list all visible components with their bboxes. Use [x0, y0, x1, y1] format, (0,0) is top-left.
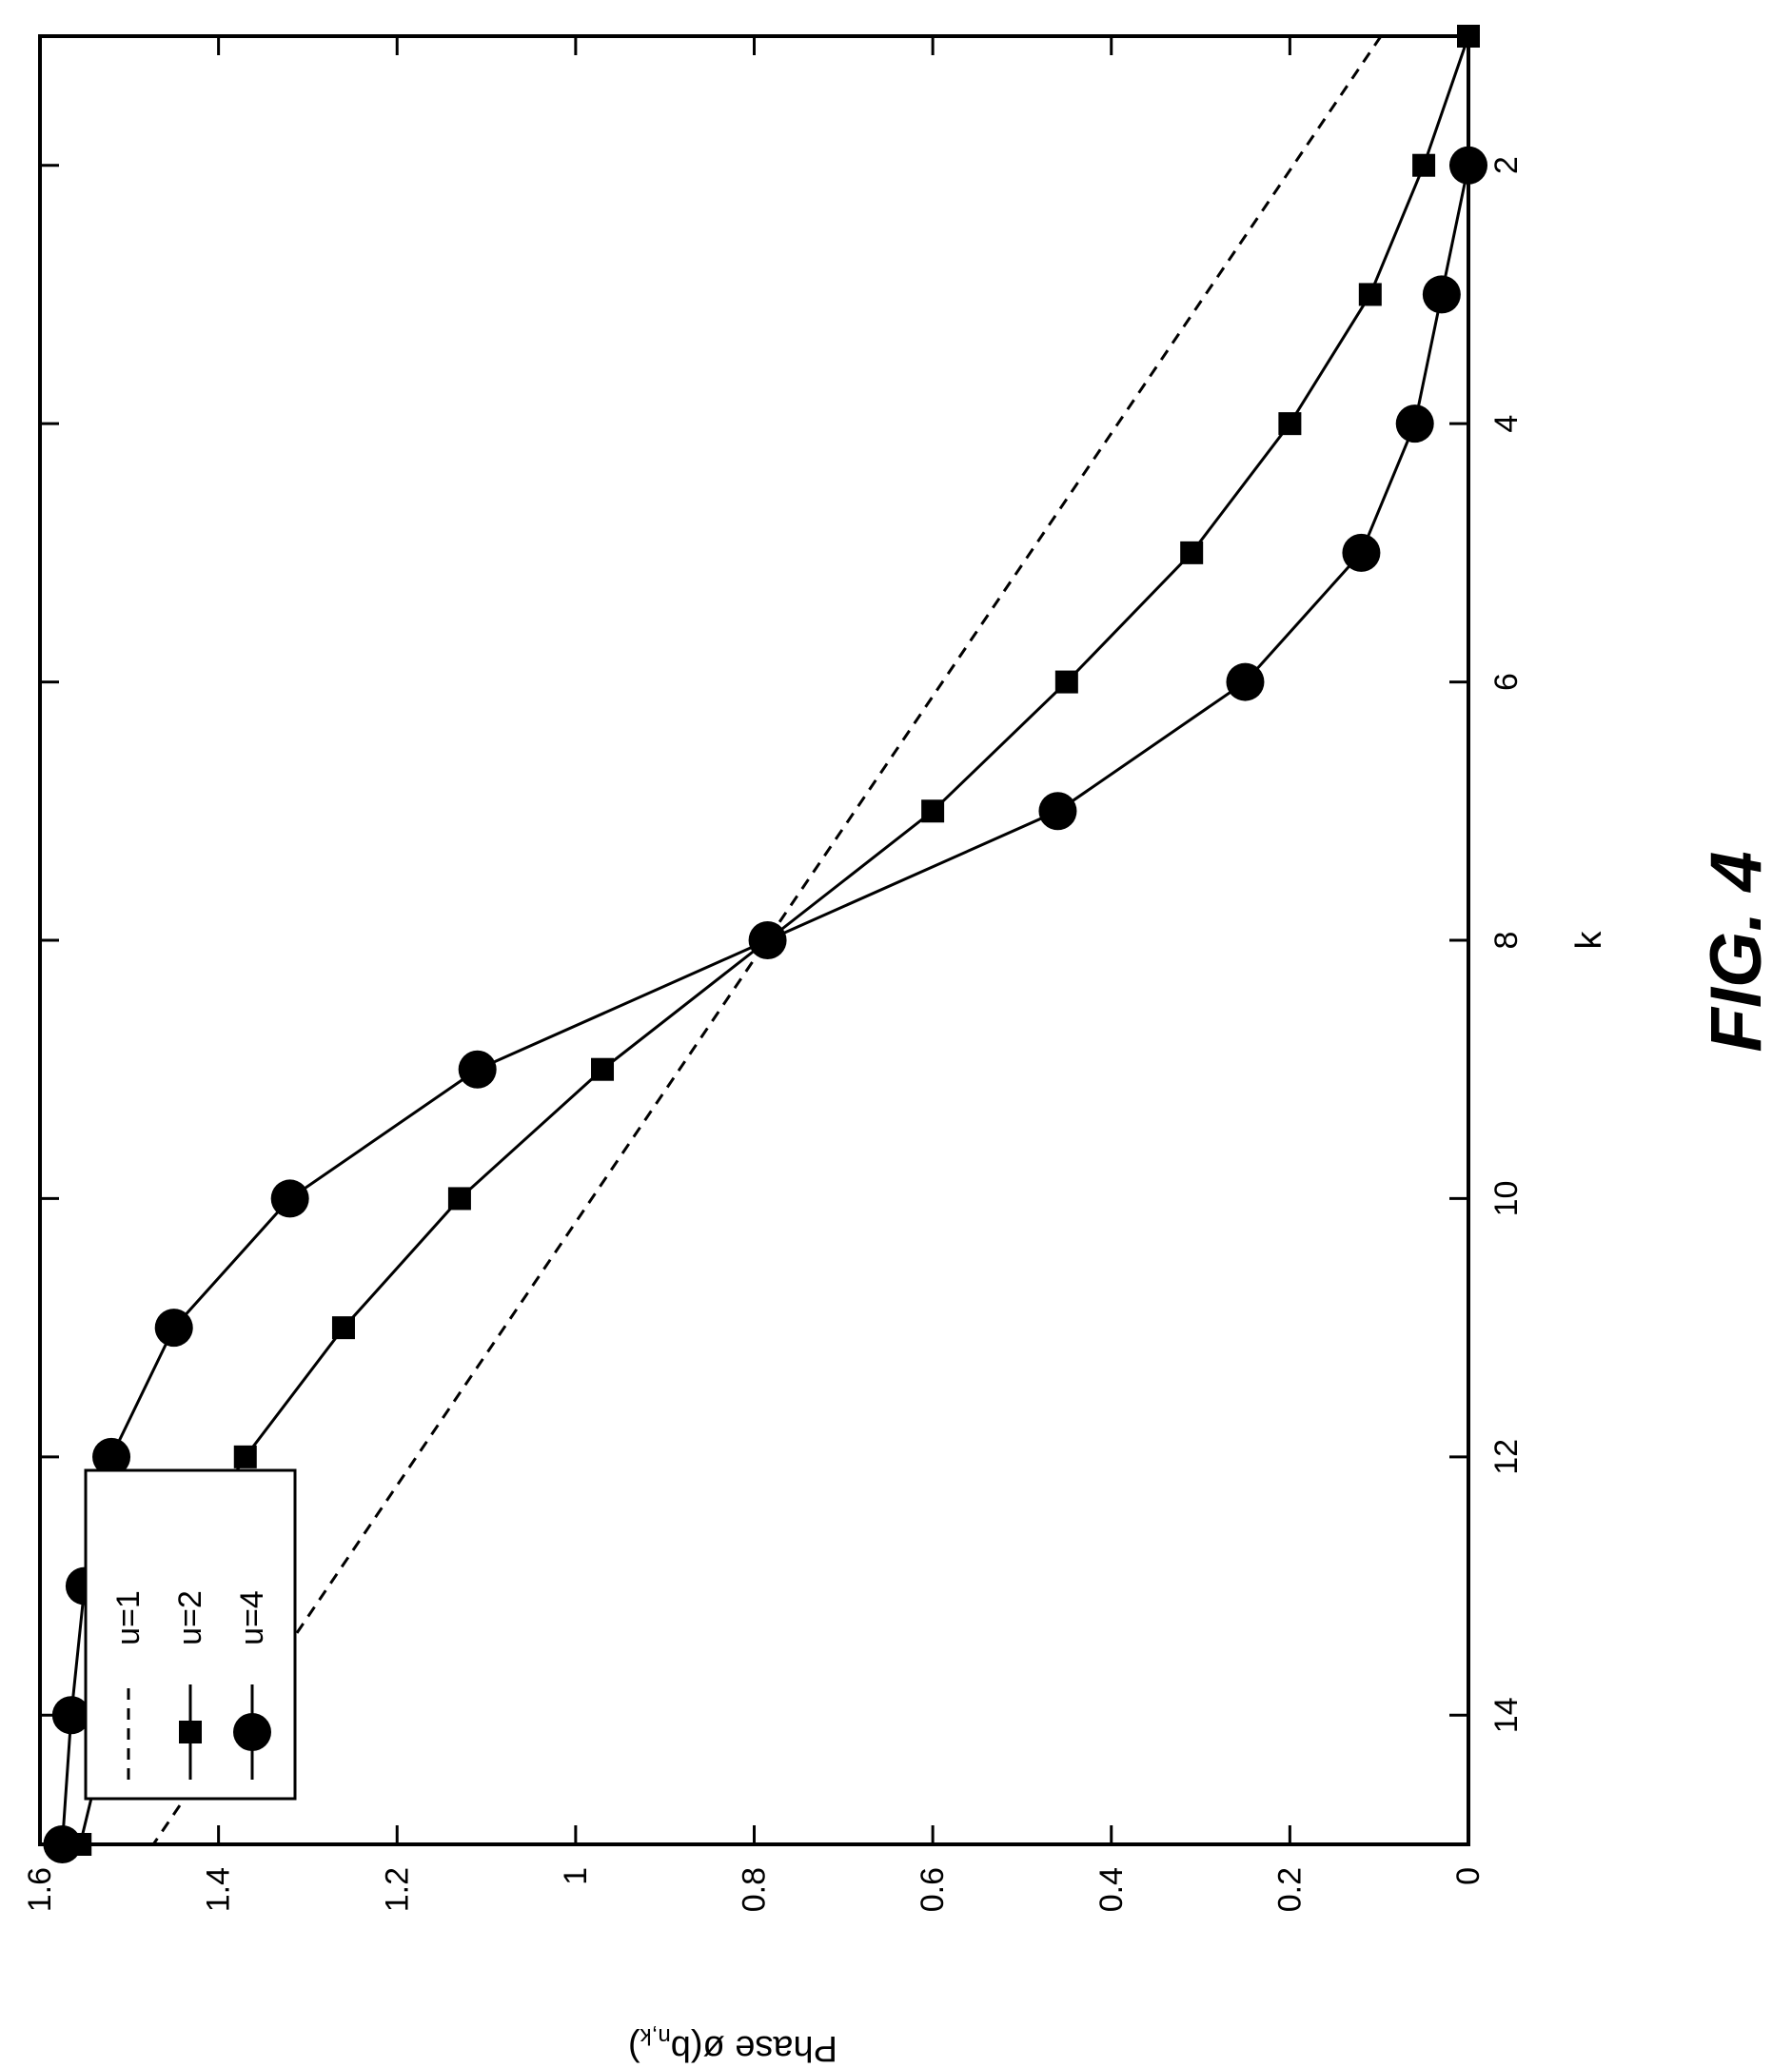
x-tick-label: 12: [1488, 1439, 1525, 1475]
x-tick-label: 6: [1488, 673, 1525, 691]
data-point-u=4: [270, 1179, 309, 1218]
data-point-u=4: [1449, 146, 1487, 185]
y-tick-label: 0.4: [1093, 1867, 1130, 1912]
legend-label-u=4: u=4: [234, 1590, 270, 1645]
y-tick-label: 0: [1450, 1867, 1487, 1885]
data-point-u=4: [1226, 662, 1265, 701]
data-point-u=4: [748, 921, 787, 959]
data-point-u=2: [331, 1316, 355, 1340]
y-tick-label: 1: [558, 1867, 594, 1885]
y-tick-label: 0.8: [737, 1867, 773, 1912]
data-point-u=4: [1038, 792, 1077, 831]
y-tick-label: 1.2: [379, 1867, 415, 1912]
y-tick-label: 1.4: [201, 1867, 237, 1912]
x-tick-label: 10: [1488, 1181, 1525, 1217]
data-point-u=4: [154, 1309, 193, 1348]
data-point-u=2: [1180, 541, 1204, 564]
plot-area: 2 4 6 8 10 12 14 0 0.2 0.4 0.6 0.8 1 1.2 1.4 1.6 k Phase …: [22, 25, 1609, 2068]
data-point-u=4: [1342, 533, 1381, 572]
data-point-u=2: [1412, 153, 1436, 177]
data-point-u=2: [447, 1187, 471, 1211]
data-point-u=4: [43, 1825, 82, 1863]
x-tick-label: 8: [1488, 932, 1525, 950]
data-point-u=2: [233, 1445, 257, 1468]
legend-label-u=1: u=1: [110, 1590, 147, 1645]
x-tick-label: 14: [1488, 1697, 1525, 1733]
x-axis-label: k: [1569, 931, 1609, 950]
x-tick-label: 4: [1488, 415, 1525, 433]
data-point-u=4: [92, 1437, 131, 1476]
data-point-u=4: [1422, 275, 1461, 314]
series-line-u=1: [151, 35, 1383, 1845]
data-point-u=4: [51, 1696, 90, 1735]
legend-marker-u=2: [179, 1721, 202, 1743]
legend-marker-u=4: [233, 1713, 271, 1751]
data-point-u=4: [458, 1050, 497, 1089]
y-tick-label: 1.6: [22, 1867, 58, 1912]
data-point-u=2: [1278, 412, 1302, 436]
figure-label: FIG. 4: [1696, 851, 1777, 1052]
data-point-u=4: [1395, 404, 1434, 443]
data-point-u=2: [591, 1057, 615, 1081]
data-point-u=2: [921, 799, 945, 823]
y-axis-label: Phase ø(bn,k): [628, 2023, 837, 2068]
data-point-u=2: [1358, 283, 1382, 306]
y-tick-label: 0.6: [915, 1867, 951, 1912]
legend-label-u=2: u=2: [172, 1590, 208, 1645]
data-point-u=2: [1457, 25, 1480, 48]
y-tick-label: 0.2: [1271, 1867, 1308, 1912]
data-point-u=2: [1054, 670, 1078, 694]
x-tick-label: 2: [1488, 156, 1525, 174]
